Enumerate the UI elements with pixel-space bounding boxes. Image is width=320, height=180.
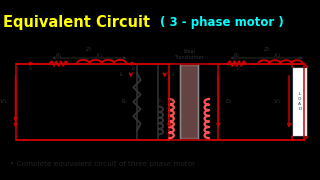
Text: $I_2$: $I_2$	[131, 64, 137, 73]
Text: L
O
A
D: L O A D	[298, 93, 301, 111]
Text: $V_2$: $V_2$	[273, 97, 281, 106]
Text: Equivalent Circuit: Equivalent Circuit	[3, 15, 150, 30]
Text: $Z_2$: $Z_2$	[263, 45, 271, 54]
Text: $V_1$: $V_1$	[0, 97, 8, 106]
Text: $R_c$: $R_c$	[121, 97, 128, 106]
Bar	[292, 67, 308, 136]
Text: $X_2$: $X_2$	[273, 51, 281, 60]
Text: • Complete equivalent circuit of three phase motor: • Complete equivalent circuit of three p…	[10, 161, 195, 167]
Text: $Z_1$: $Z_1$	[85, 45, 93, 54]
Text: $R_2$: $R_2$	[233, 51, 241, 60]
Text: $I_1$: $I_1$	[28, 64, 34, 73]
Text: $I_2$: $I_2$	[236, 64, 241, 73]
Text: $I_c$: $I_c$	[171, 70, 176, 79]
Text: $E_1$: $E_1$	[157, 97, 164, 106]
Text: $X_1$: $X_1$	[94, 51, 103, 60]
Text: $R_1$: $R_1$	[55, 51, 63, 60]
Text: $E_2$: $E_2$	[225, 97, 232, 106]
Text: ( 3 - phase motor ): ( 3 - phase motor )	[160, 16, 284, 29]
Text: $I_o$: $I_o$	[119, 70, 125, 79]
Text: Ideal
Transformer: Ideal Transformer	[174, 49, 204, 60]
Text: $X_o$: $X_o$	[168, 97, 175, 106]
